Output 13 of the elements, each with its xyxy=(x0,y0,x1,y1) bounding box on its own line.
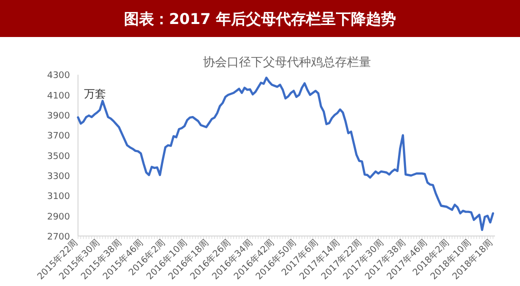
y-tick-label: 2900 xyxy=(47,212,70,222)
line-series xyxy=(76,76,494,232)
y-tick-label: 4300 xyxy=(47,71,70,82)
y-tick-label: 2700 xyxy=(47,232,70,242)
y-tick-label: 3300 xyxy=(47,172,70,182)
y-axis-title: 万套 xyxy=(84,88,106,101)
y-tick-label: 3100 xyxy=(47,192,70,202)
y-tick-label: 3500 xyxy=(47,152,70,162)
y-tick-label: 3900 xyxy=(47,112,70,122)
chart-title: 图表：2017 年后父母代存栏呈下降趋势 xyxy=(124,10,396,28)
y-tick-label: 3700 xyxy=(47,132,70,142)
y-tick-label: 4100 xyxy=(47,91,70,102)
chart-subtitle: 协会口径下父母代种鸡总存栏量 xyxy=(203,55,371,69)
